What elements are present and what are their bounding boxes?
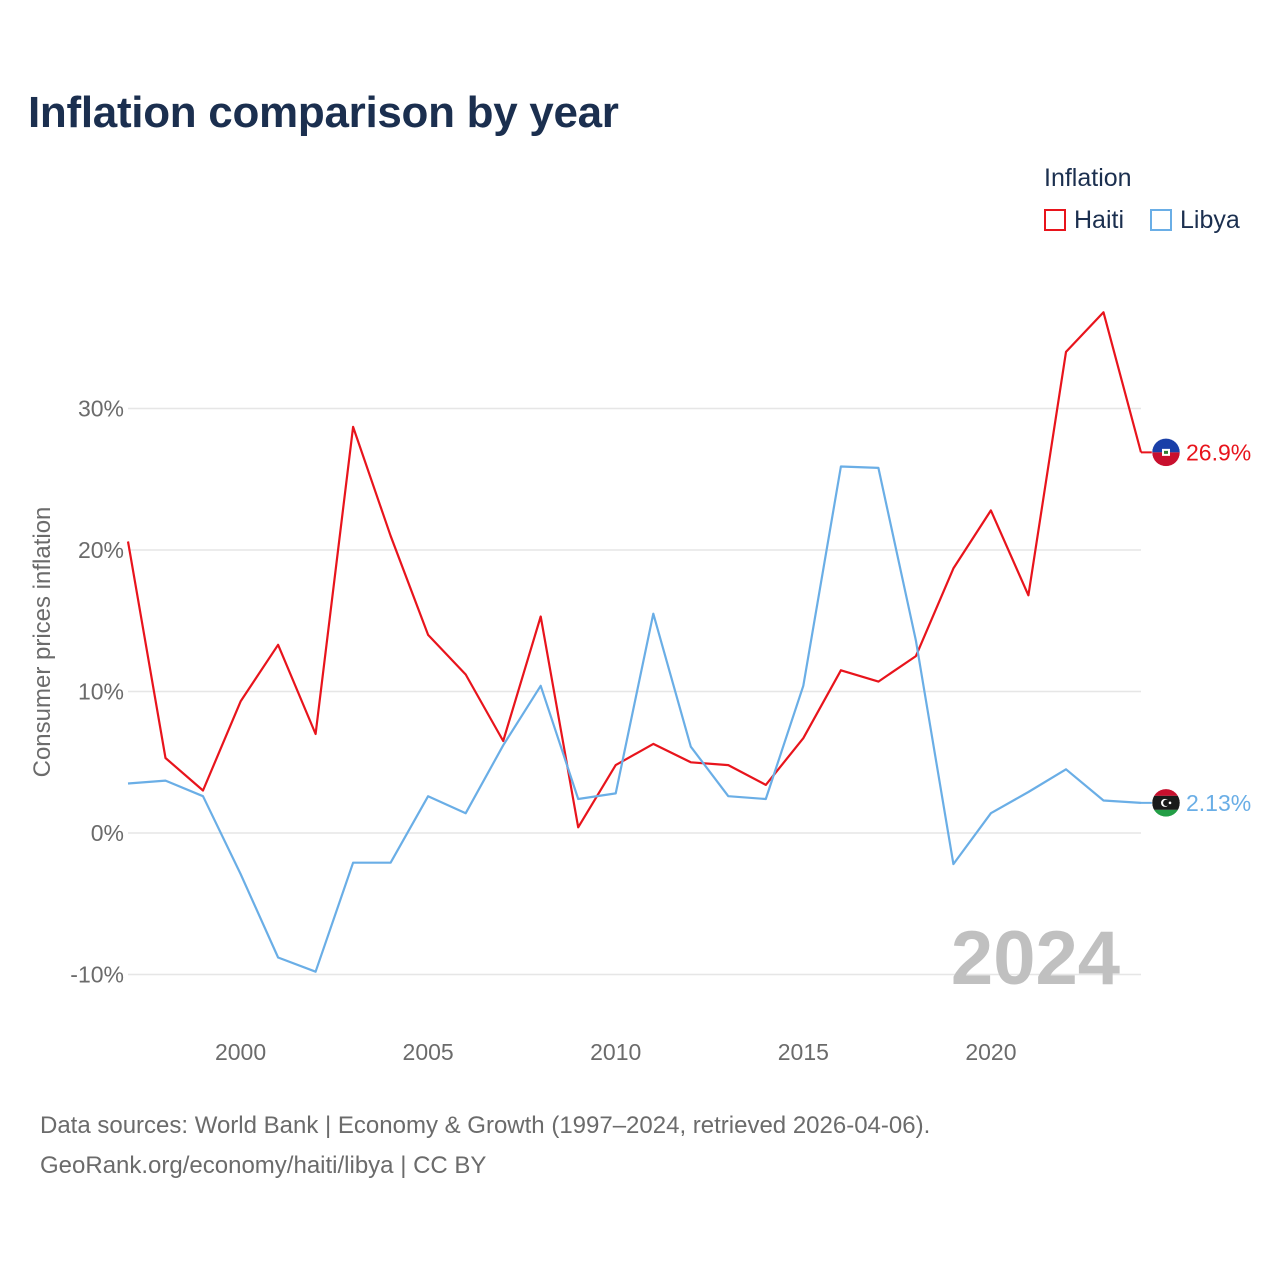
data-point-haiti[interactable]: [125, 539, 131, 545]
x-tick-label: 2020: [965, 1039, 1016, 1065]
end-value-label-libya: 2.13%: [1186, 790, 1251, 816]
data-point-haiti[interactable]: [388, 533, 394, 539]
x-tick-label: 2010: [590, 1039, 641, 1065]
flag-icon-haiti: [1151, 438, 1181, 467]
x-axis-ticks: 2000 2005 2010 2015 2020: [215, 1039, 1017, 1065]
data-point-haiti[interactable]: [163, 755, 169, 761]
legend-item-libya[interactable]: Libya: [1150, 205, 1240, 235]
y-axis-ticks: -10% 0% 10% 20% 30%: [70, 396, 124, 988]
data-point-libya[interactable]: [1063, 766, 1069, 772]
data-point-libya[interactable]: [950, 861, 956, 867]
data-point-libya[interactable]: [425, 793, 431, 799]
end-markers: 26.9% 2.13%: [1141, 438, 1251, 818]
data-point-haiti[interactable]: [838, 667, 844, 673]
data-point-libya[interactable]: [800, 683, 806, 689]
data-point-libya[interactable]: [1100, 797, 1106, 803]
end-value-label-haiti: 26.9%: [1186, 439, 1251, 465]
data-point-haiti[interactable]: [238, 698, 244, 704]
data-point-libya[interactable]: [463, 810, 469, 816]
series-lines: [125, 309, 1143, 975]
data-point-libya[interactable]: [988, 810, 994, 816]
data-point-libya[interactable]: [838, 464, 844, 470]
footer: Data sources: World Bank | Economy & Gro…: [40, 1106, 930, 1186]
data-point-haiti[interactable]: [688, 759, 694, 765]
data-point-libya[interactable]: [575, 796, 581, 802]
legend-label-haiti: Haiti: [1074, 205, 1125, 234]
data-point-haiti[interactable]: [1100, 309, 1106, 315]
data-point-libya[interactable]: [913, 638, 919, 644]
footer-attribution: GeoRank.org/economy/haiti/libya | CC BY: [40, 1152, 487, 1179]
data-point-libya[interactable]: [1025, 789, 1031, 795]
data-point-libya[interactable]: [238, 871, 244, 877]
y-axis-label: Consumer prices inflation: [29, 507, 56, 778]
x-tick-label: 2015: [778, 1039, 829, 1065]
data-point-haiti[interactable]: [800, 735, 806, 741]
x-tick-label: 2000: [215, 1039, 266, 1065]
data-point-libya[interactable]: [538, 683, 544, 689]
legend-swatch-libya: [1150, 209, 1172, 231]
data-point-haiti[interactable]: [1025, 592, 1031, 598]
legend-item-haiti[interactable]: Haiti: [1044, 205, 1124, 235]
data-point-haiti[interactable]: [875, 679, 881, 685]
data-point-libya[interactable]: [613, 790, 619, 796]
data-point-libya[interactable]: [200, 793, 206, 799]
data-point-libya[interactable]: [350, 860, 356, 866]
data-point-haiti[interactable]: [950, 565, 956, 571]
data-point-haiti[interactable]: [650, 741, 656, 747]
data-point-haiti[interactable]: [613, 762, 619, 768]
y-tick-label: 10%: [78, 679, 124, 705]
legend-swatch-haiti: [1044, 209, 1066, 231]
data-point-haiti[interactable]: [313, 731, 319, 737]
series-line-haiti[interactable]: [126, 311, 1143, 829]
flag-icon-libya: [1151, 788, 1181, 818]
y-tick-label: 0%: [91, 820, 124, 846]
y-tick-label: -10%: [70, 962, 124, 988]
x-tick-label: 2005: [403, 1039, 454, 1065]
year-watermark: 2024: [951, 916, 1120, 1001]
data-point-libya[interactable]: [163, 778, 169, 784]
data-point-haiti[interactable]: [350, 424, 356, 430]
data-point-haiti[interactable]: [1063, 349, 1069, 355]
legend-title: Inflation: [1044, 164, 1132, 192]
data-point-libya[interactable]: [763, 796, 769, 802]
data-point-haiti[interactable]: [463, 672, 469, 678]
data-point-haiti[interactable]: [575, 824, 581, 830]
data-point-libya[interactable]: [725, 793, 731, 799]
gridlines: [128, 407, 1141, 976]
data-point-libya[interactable]: [500, 742, 506, 748]
data-point-libya[interactable]: [125, 780, 131, 786]
data-point-libya[interactable]: [875, 465, 881, 471]
data-point-libya[interactable]: [313, 969, 319, 975]
data-point-libya[interactable]: [650, 611, 656, 617]
chart-title: Inflation comparison by year: [28, 88, 619, 137]
y-tick-label: 30%: [78, 396, 124, 422]
data-point-libya[interactable]: [275, 955, 281, 961]
y-tick-label: 20%: [78, 537, 124, 563]
footer-sources: Data sources: World Bank | Economy & Gro…: [40, 1112, 931, 1139]
data-point-haiti[interactable]: [763, 782, 769, 788]
data-point-haiti[interactable]: [275, 642, 281, 648]
data-point-haiti[interactable]: [200, 788, 206, 794]
data-point-libya[interactable]: [688, 744, 694, 750]
data-point-haiti[interactable]: [425, 632, 431, 638]
data-point-haiti[interactable]: [988, 507, 994, 513]
data-point-libya[interactable]: [388, 860, 394, 866]
data-point-haiti[interactable]: [725, 762, 731, 768]
legend-label-libya: Libya: [1180, 205, 1240, 234]
data-point-haiti[interactable]: [538, 614, 544, 620]
series-line-libya[interactable]: [127, 465, 1142, 973]
